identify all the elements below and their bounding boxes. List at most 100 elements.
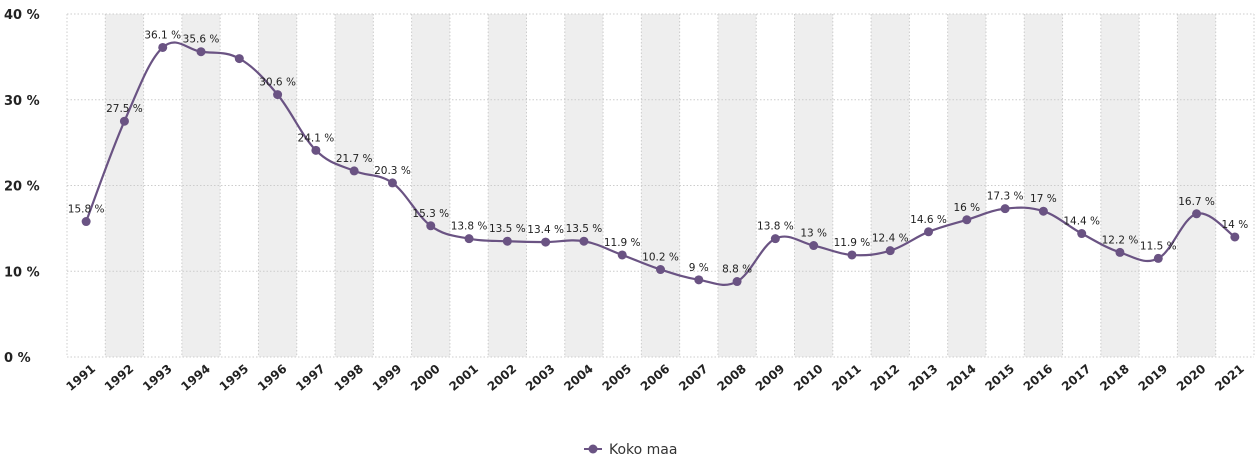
data-point [502,236,512,246]
data-point [119,116,129,126]
x-tick-label: 1996 [255,362,290,394]
x-tick-label: 1997 [293,362,328,394]
x-tick-label: 1998 [332,362,367,394]
data-label: 24.1 % [298,132,335,144]
x-tick-label: 2015 [982,362,1017,394]
x-tick-label: 2013 [906,362,941,394]
data-label: 27.5 % [106,103,143,115]
data-point [1077,229,1087,239]
data-point [579,236,589,246]
data-label: 14 % [1222,219,1249,231]
data-point [464,234,474,244]
x-tick-label: 1992 [102,362,137,394]
x-tick-label: 2010 [791,362,826,394]
y-tick-label: 0 % [4,351,31,366]
data-label: 16 % [953,202,980,214]
data-point [234,54,244,64]
data-label: 9 % [689,262,709,274]
data-point [311,145,321,155]
data-label: 17.3 % [987,191,1024,203]
y-tick-label: 30 % [4,94,40,109]
x-tick-label: 2011 [829,362,864,394]
x-tick-label: 2006 [638,362,673,394]
data-label: 11.9 % [604,237,641,249]
data-point [81,217,91,227]
data-label: 16.7 % [1178,196,1215,208]
data-label: 13.5 % [489,223,526,235]
data-labels: 15.8 % 27.5 % 36.1 % 35.6 % 30.6 % 24.1 %21.7… [68,29,1248,275]
data-point [541,237,551,247]
x-tick-label: 2014 [944,362,979,394]
x-tick-label: 2008 [714,362,749,394]
shaded-column [488,14,527,357]
data-label: 35.6 % [183,34,220,46]
y-tick-label: 20 % [4,180,40,195]
data-label: 11.9 % [834,237,871,249]
data-point [962,215,972,225]
x-tick-label: 2003 [523,362,558,394]
x-tick-label: 1994 [178,362,213,394]
data-point [732,277,742,287]
data-point [694,275,704,285]
x-tick-label: 2020 [1174,362,1209,394]
data-label: 21.7 % [336,153,373,165]
data-label: 13.8 % [757,221,794,233]
data-label: 15.3 % [412,208,449,220]
data-point [273,90,283,100]
x-tick-label: 1993 [140,362,175,394]
data-point [656,265,665,275]
x-tick-label: 1999 [370,362,405,394]
x-axis: 1991 1992 1993 1994 1995 1996 1997 1998 1999 2000… [63,362,1246,394]
x-tick-label: 1995 [217,362,252,394]
x-tick-label: 2007 [676,362,711,394]
data-label: 36.1 % [144,29,181,41]
data-point [349,166,359,176]
shaded-column [564,14,604,357]
data-label: 10.2 % [642,252,679,264]
y-tick-label: 40 % [4,8,40,23]
data-label: 20.3 % [374,165,411,177]
data-label: 13.8 % [451,221,488,233]
data-point [1153,253,1163,263]
data-point [1230,232,1240,242]
data-point [809,241,819,251]
x-tick-label: 2005 [600,362,635,394]
data-point [924,227,934,237]
data-label: 14.6 % [910,214,947,226]
legend-label: Koko maa [609,442,677,458]
x-tick-label: 2004 [561,362,596,394]
data-point [885,246,895,256]
legend[interactable]: Koko maa [584,442,677,458]
data-label: 15.8 % [68,204,105,216]
legend-marker [588,444,598,454]
x-tick-label: 2001 [446,362,481,394]
gridlines [66,13,1255,358]
data-point [1000,204,1010,214]
data-point [770,234,780,244]
shaded-column [1177,14,1216,357]
data-point [1192,209,1202,219]
data-point [158,42,168,52]
x-tick-label: 2000 [408,362,443,394]
data-point [1115,247,1125,257]
data-label: 12.4 % [872,233,909,245]
data-label: 13.4 % [527,224,564,236]
data-label: 11.5 % [1140,240,1177,252]
x-tick-label: 2019 [1136,362,1171,394]
series-koko-maa [81,41,1240,287]
x-tick-label: 1991 [63,362,98,394]
data-label: 13 % [800,228,827,240]
x-tick-label: 2009 [753,362,788,394]
data-label: 14.4 % [1063,216,1100,228]
data-point [426,221,436,231]
x-tick-label: 2002 [485,362,520,394]
data-point [196,47,206,57]
x-tick-label: 2016 [1021,362,1056,394]
column-shading [105,14,1216,357]
data-label: 13.5 % [566,223,603,235]
data-point [617,250,627,260]
data-label: 17 % [1030,193,1057,205]
y-axis: 0 % 10 % 20 % 30 % 40 % [4,8,40,366]
x-tick-label: 2017 [1059,362,1094,394]
